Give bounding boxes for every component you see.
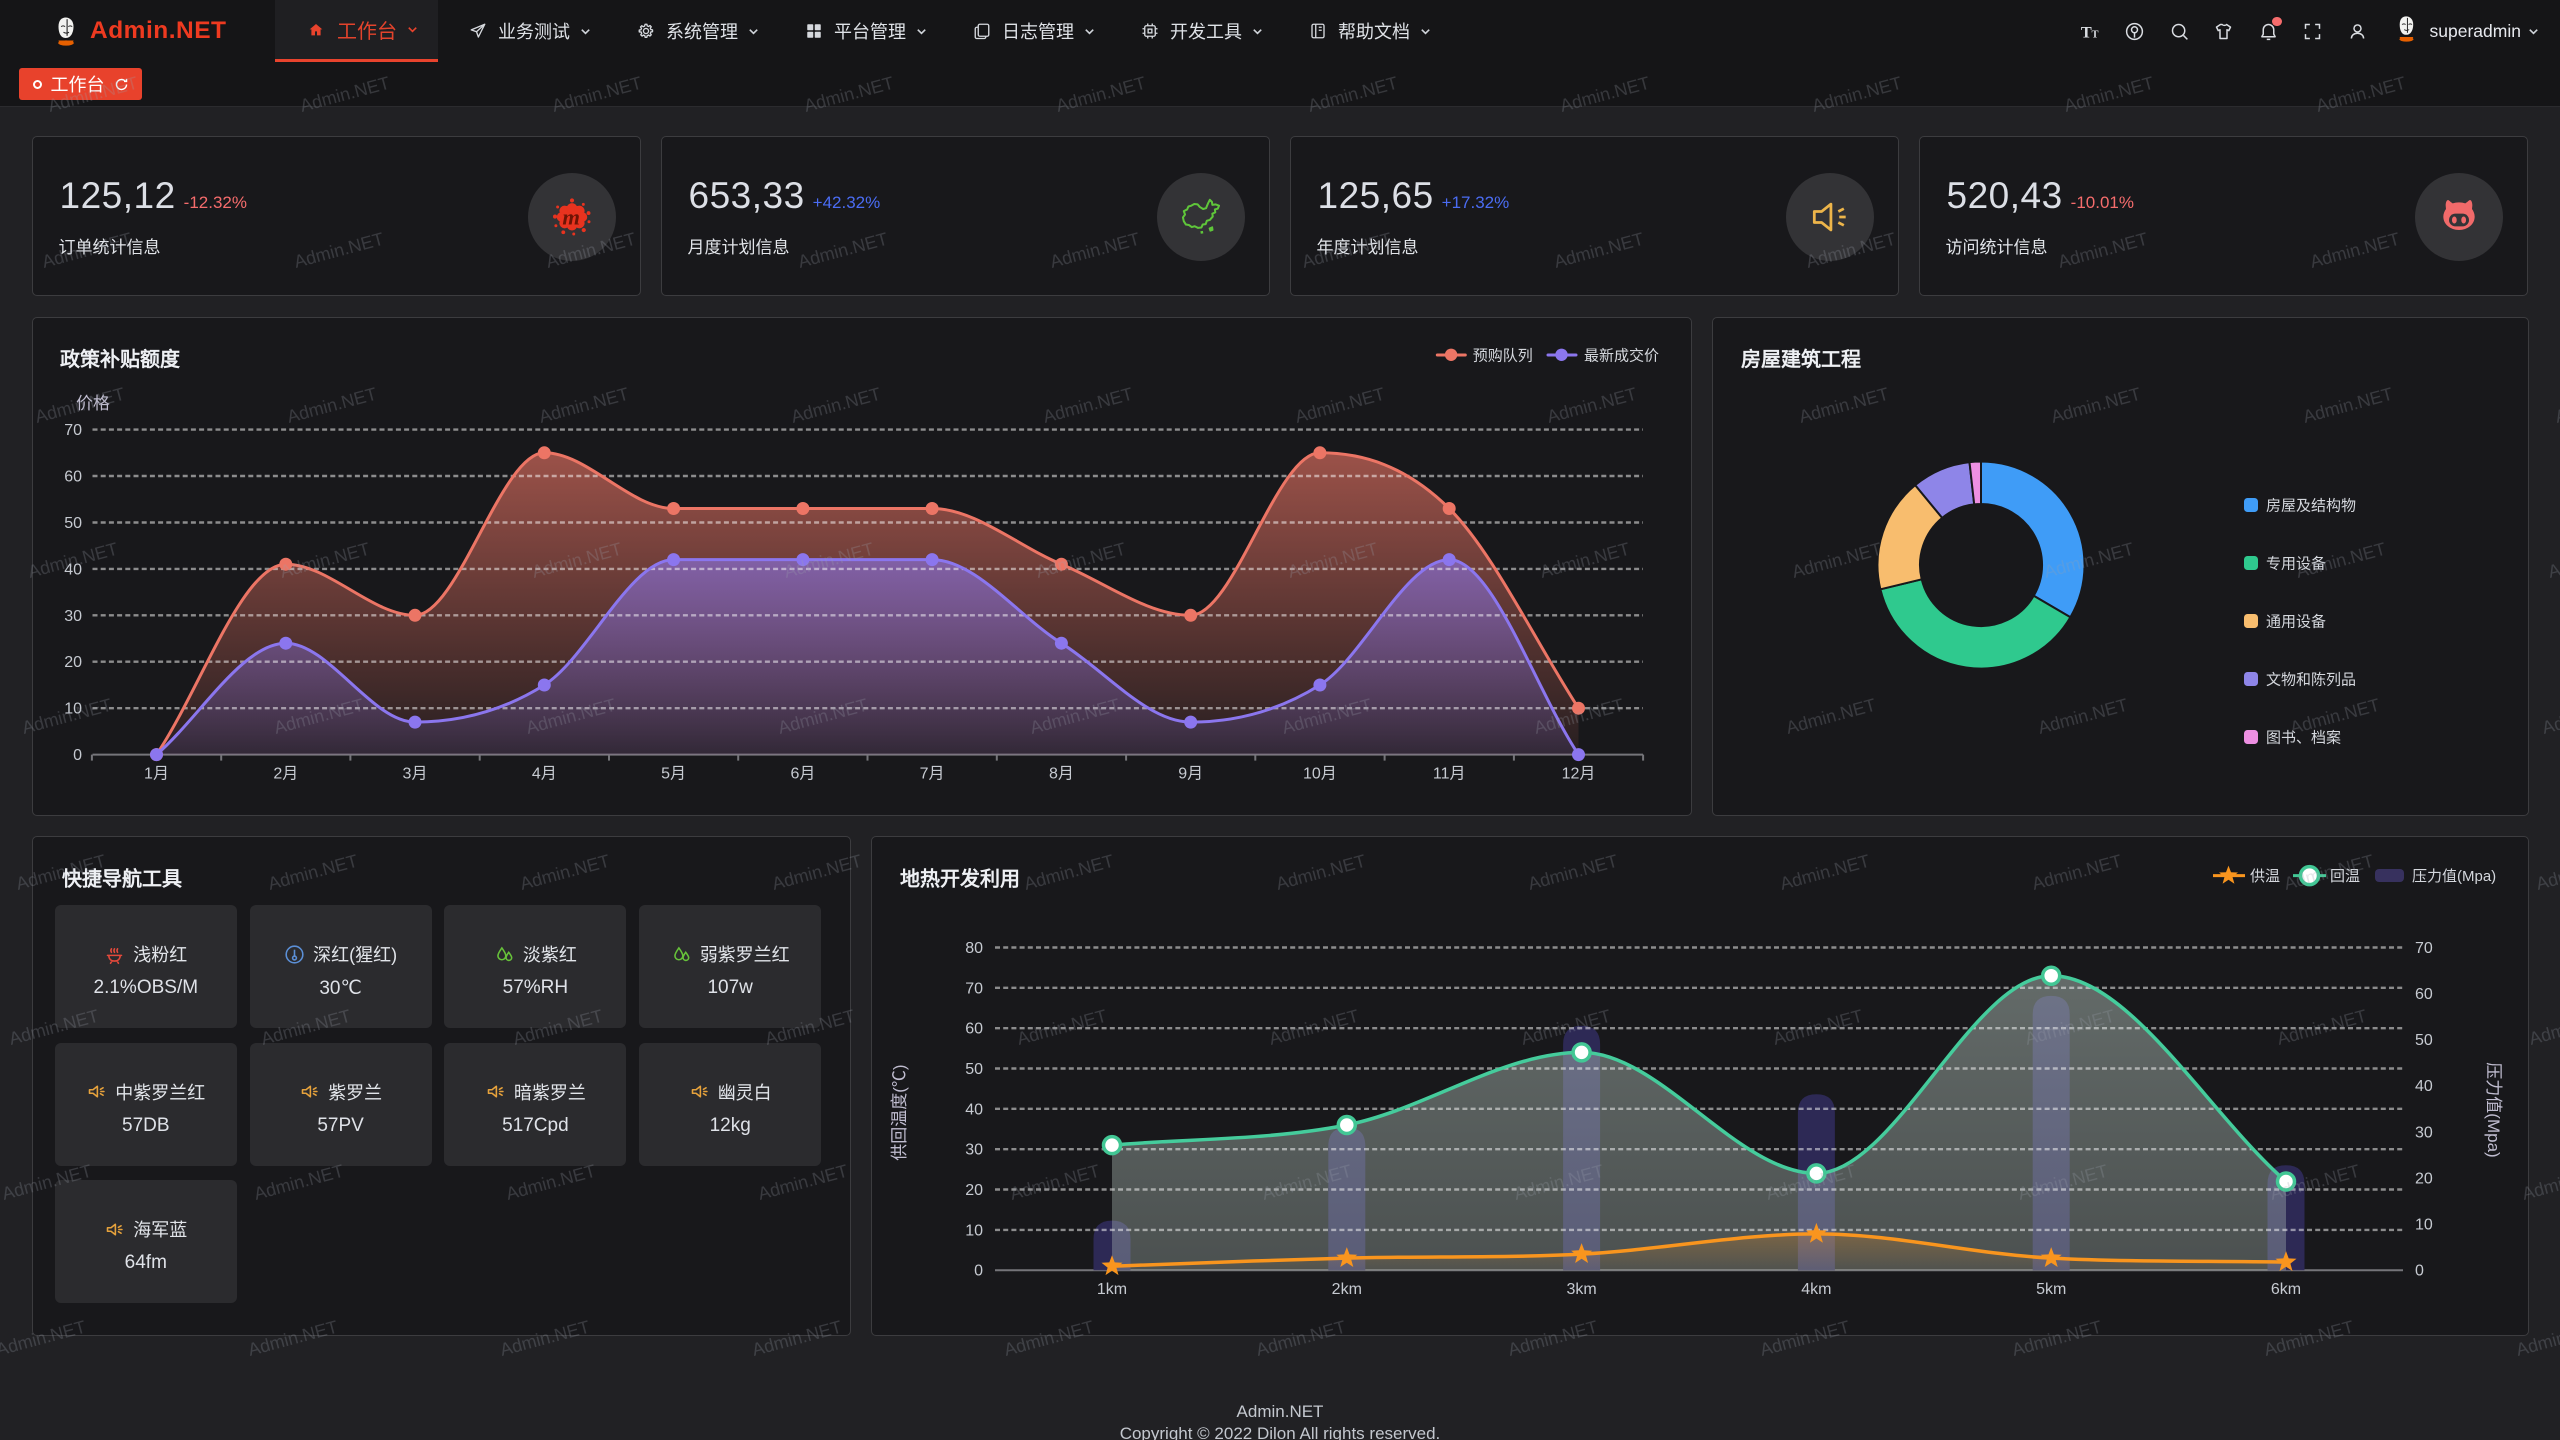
svg-text:回温: 回温 [2330,868,2360,885]
svg-text:70: 70 [64,422,82,439]
svg-text:40: 40 [64,561,82,578]
svg-text:压力值(Mpa): 压力值(Mpa) [2484,1063,2503,1158]
svg-text:文物和陈列品: 文物和陈列品 [2266,671,2356,689]
svg-text:30: 30 [64,608,82,625]
svg-text:4km: 4km [1801,1281,1831,1298]
svg-text:80: 80 [965,940,983,957]
svg-text:1月: 1月 [144,765,169,782]
svg-text:40: 40 [2415,1079,2433,1096]
svg-text:房屋及结构物: 房屋及结构物 [2266,498,2356,515]
svg-text:10: 10 [2415,1217,2433,1234]
svg-text:Admin.NET: Admin.NET [2527,1006,2560,1049]
svg-text:Admin.NET: Admin.NET [2540,695,2560,738]
svg-text:2km: 2km [1332,1281,1362,1298]
svg-text:2月: 2月 [273,765,298,782]
svg-text:3km: 3km [1566,1281,1596,1298]
svg-text:12月: 12月 [1561,765,1595,782]
svg-text:最新成交价: 最新成交价 [1584,346,1659,364]
svg-text:Admin.NET: Admin.NET [2534,851,2560,894]
svg-text:60: 60 [965,1021,983,1038]
svg-text:5km: 5km [2036,1281,2066,1298]
svg-text:压力值(Mpa): 压力值(Mpa) [2412,868,2496,885]
svg-text:4月: 4月 [531,765,556,782]
svg-text:50: 50 [64,515,82,532]
svg-text:8月: 8月 [1048,765,1073,782]
svg-text:10: 10 [965,1223,983,1240]
svg-text:Admin.NET: Admin.NET [2546,539,2560,582]
svg-text:40: 40 [965,1102,983,1119]
svg-text:20: 20 [2415,1171,2433,1188]
svg-text:70: 70 [965,981,983,998]
svg-text:T: T [2091,29,2098,40]
svg-text:20: 20 [965,1182,983,1199]
svg-text:Admin.NET: Admin.NET [2553,384,2560,427]
svg-text:5月: 5月 [661,765,686,782]
svg-text:专用设备: 专用设备 [2266,556,2326,573]
svg-text:9月: 9月 [1178,765,1203,782]
svg-text:图书、档案: 图书、档案 [2266,729,2341,747]
svg-text:50: 50 [965,1061,983,1078]
svg-text:50: 50 [2415,1032,2433,1049]
svg-text:1km: 1km [1097,1281,1127,1298]
svg-text:6km: 6km [2271,1281,2301,1298]
svg-text:价格: 价格 [76,394,110,413]
svg-text:预购队列: 预购队列 [1472,347,1532,364]
svg-text:0: 0 [974,1263,983,1280]
svg-text:70: 70 [2415,940,2433,957]
svg-text:供温: 供温 [2250,868,2280,885]
svg-text:10月: 10月 [1302,765,1336,782]
svg-text:6月: 6月 [790,765,815,782]
svg-text:30: 30 [965,1142,983,1159]
svg-text:地热开发利用: 地热开发利用 [900,867,1020,891]
svg-text:20: 20 [64,654,82,671]
svg-text:政策补贴额度: 政策补贴额度 [60,347,181,371]
svg-text:T: T [2081,22,2092,41]
svg-text:快捷导航工具: 快捷导航工具 [62,867,182,891]
svg-text:3月: 3月 [402,765,427,782]
svg-text:通用设备: 通用设备 [2266,614,2326,631]
svg-text:11月: 11月 [1432,765,1465,782]
svg-text:0: 0 [73,747,82,764]
svg-text:0: 0 [2415,1263,2424,1280]
svg-text:m: m [562,204,580,229]
svg-text:60: 60 [2415,986,2433,1003]
svg-text:30: 30 [2415,1125,2433,1142]
svg-text:房屋建筑工程: 房屋建筑工程 [1741,347,1861,371]
svg-text:7月: 7月 [919,765,944,782]
svg-text:供回温度(℃): 供回温度(℃) [890,1065,909,1161]
svg-text:10: 10 [64,701,82,718]
svg-text:60: 60 [64,469,82,486]
